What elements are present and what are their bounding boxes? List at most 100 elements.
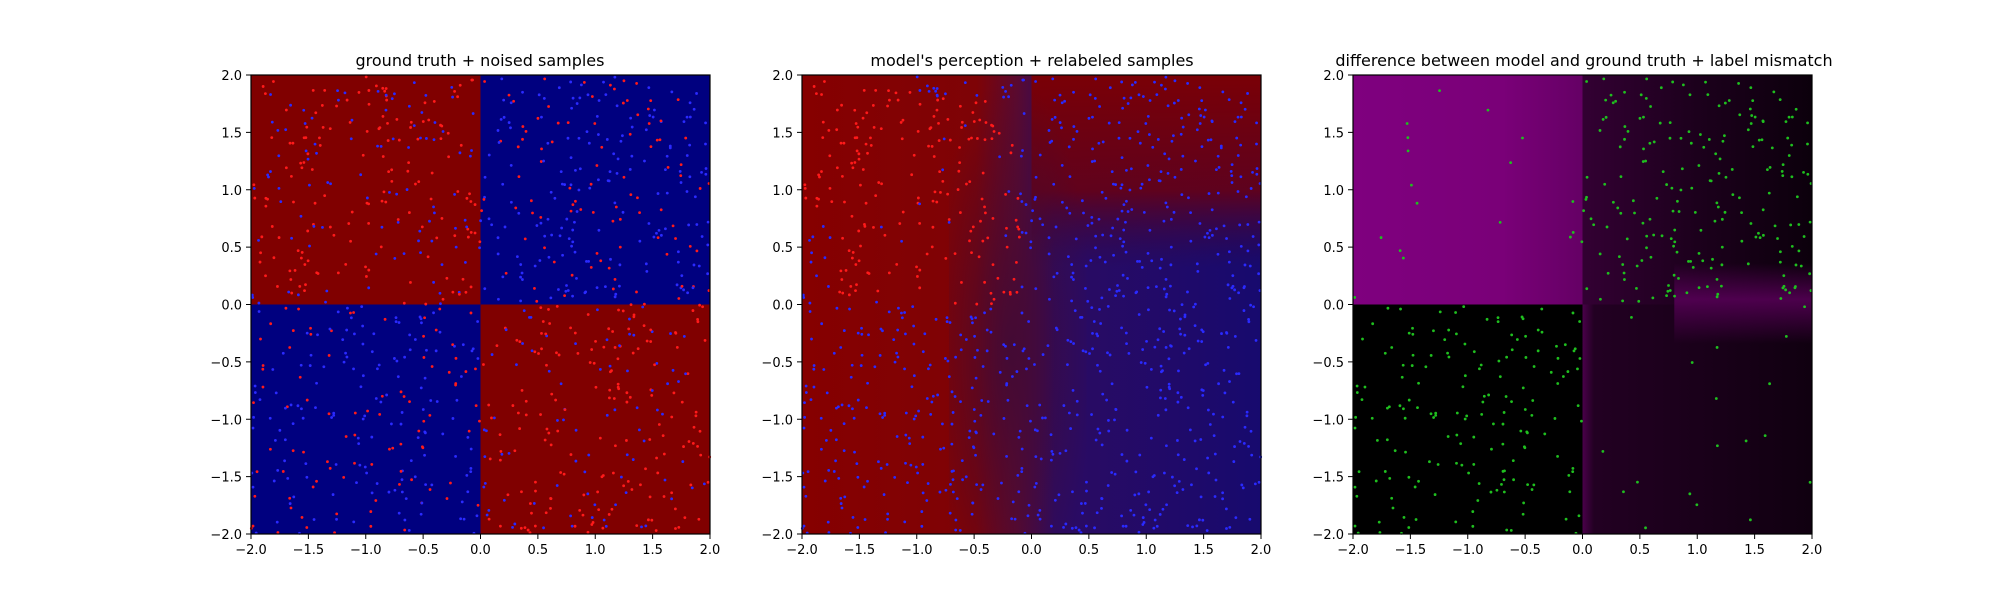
mismatch-point — [1363, 385, 1367, 389]
sample-point — [595, 286, 599, 290]
sample-point — [559, 471, 563, 474]
sample-point — [1122, 294, 1125, 298]
sample-point — [649, 99, 653, 103]
sample-point — [424, 483, 428, 487]
sample-point — [1147, 490, 1151, 494]
mismatch-point — [1505, 355, 1509, 359]
sample-point — [630, 488, 634, 491]
sample-point — [1138, 453, 1142, 457]
mismatch-point — [1648, 141, 1652, 145]
sample-point — [679, 174, 683, 178]
sample-point — [585, 130, 589, 134]
sample-point — [381, 155, 385, 158]
sample-point — [804, 384, 808, 388]
sample-point — [986, 400, 990, 403]
sample-point — [1165, 292, 1169, 296]
mismatch-point — [1723, 210, 1727, 214]
mismatch-point — [1688, 93, 1692, 97]
mismatch-point — [1478, 367, 1481, 371]
sample-point — [912, 342, 916, 346]
sample-point — [1120, 514, 1124, 518]
sample-point — [1105, 398, 1109, 402]
sample-point — [1094, 438, 1098, 442]
sample-point — [252, 183, 256, 187]
mismatch-point — [1467, 471, 1471, 475]
sample-point — [961, 478, 964, 482]
sample-point — [569, 326, 572, 330]
sample-point — [1107, 419, 1110, 422]
sample-point — [289, 403, 293, 407]
sample-point — [1083, 502, 1087, 505]
sample-point — [396, 375, 400, 379]
sample-point — [1021, 149, 1024, 152]
sample-point — [590, 523, 594, 526]
y-tick-label: 1.5 — [1323, 126, 1344, 141]
sample-point — [259, 337, 262, 341]
mismatch-point — [1388, 476, 1392, 480]
sample-point — [261, 364, 265, 367]
sample-point — [304, 136, 308, 140]
sample-point — [1235, 136, 1239, 140]
sample-point — [1130, 83, 1134, 87]
sample-point — [390, 422, 393, 426]
mismatch-point — [1695, 503, 1699, 507]
mismatch-point — [1618, 145, 1622, 149]
sample-point — [887, 271, 891, 275]
sample-point — [651, 115, 655, 119]
sample-point — [981, 171, 985, 175]
sample-point — [644, 524, 648, 528]
sample-point — [1025, 367, 1028, 371]
sample-point — [306, 157, 310, 161]
mismatch-point — [1645, 234, 1649, 238]
sample-point — [855, 462, 859, 466]
sample-point — [950, 442, 954, 446]
y-tick-label: −2.0 — [761, 528, 793, 543]
sample-point — [1005, 245, 1009, 249]
sample-point — [457, 292, 461, 296]
mismatch-point — [1808, 480, 1812, 484]
sample-point — [925, 397, 929, 400]
sample-point — [1257, 480, 1261, 484]
sample-point — [268, 447, 272, 451]
sample-point — [1106, 304, 1110, 308]
sample-point — [983, 311, 986, 315]
sample-point — [1084, 524, 1088, 528]
sample-point — [567, 237, 571, 241]
sample-point — [884, 531, 887, 535]
x-tick-label: 0.5 — [528, 543, 549, 558]
mismatch-point — [1645, 246, 1648, 250]
sample-point — [261, 385, 265, 389]
mismatch-point — [1482, 394, 1486, 398]
mismatch-point — [1572, 349, 1576, 353]
sample-point — [451, 290, 455, 294]
sample-point — [277, 154, 281, 158]
sample-point — [361, 342, 365, 346]
sample-point — [387, 170, 391, 174]
sample-point — [981, 365, 985, 368]
sample-point — [1172, 134, 1175, 138]
sample-point — [677, 380, 680, 383]
sample-point — [1161, 507, 1165, 511]
sample-point — [1120, 156, 1124, 160]
sample-point — [416, 137, 420, 141]
sample-point — [504, 328, 508, 332]
mismatch-point — [1761, 119, 1765, 123]
mismatch-point — [1672, 244, 1675, 248]
sample-point — [1041, 416, 1044, 420]
sample-point — [1119, 186, 1123, 190]
mismatch-point — [1477, 482, 1481, 485]
sample-point — [302, 450, 305, 454]
sample-point — [284, 108, 288, 112]
sample-point — [935, 93, 939, 97]
sample-point — [261, 367, 265, 371]
sample-point — [630, 154, 634, 158]
sample-point — [659, 119, 663, 123]
sample-point — [958, 528, 962, 532]
sample-point — [273, 439, 277, 442]
mismatch-point — [1782, 284, 1786, 288]
sample-point — [1055, 328, 1059, 332]
mismatch-point — [1476, 499, 1480, 502]
sample-point — [1133, 493, 1137, 497]
sample-point — [1223, 391, 1227, 395]
sample-point — [1117, 136, 1121, 140]
